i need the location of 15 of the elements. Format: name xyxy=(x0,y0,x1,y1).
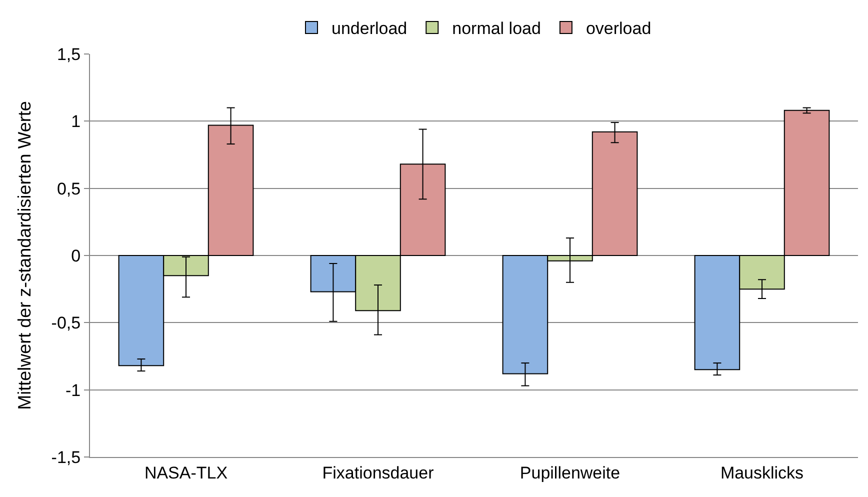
legend-label: underload xyxy=(332,19,408,38)
y-tick-label: 0 xyxy=(71,246,81,266)
y-tick-label: -1 xyxy=(65,380,81,400)
x-tick-label: Mausklicks xyxy=(720,463,804,482)
y-tick-label: 1,5 xyxy=(56,44,81,64)
legend-label: normal load xyxy=(452,19,541,38)
y-tick-label: 0,5 xyxy=(56,179,81,198)
y-axis-title: Mittelwert der z-standardisierten Werte xyxy=(14,101,35,410)
x-tick-label: NASA-TLX xyxy=(144,463,228,482)
y-tick-label: 1 xyxy=(71,112,81,132)
legend-label: overload xyxy=(586,19,652,38)
x-tick-label: Fixationsdauer xyxy=(322,463,434,482)
x-tick-label: Pupillenweite xyxy=(520,463,620,482)
y-tick-label: -0,5 xyxy=(51,314,81,333)
y-tick-label: -1,5 xyxy=(51,448,81,467)
